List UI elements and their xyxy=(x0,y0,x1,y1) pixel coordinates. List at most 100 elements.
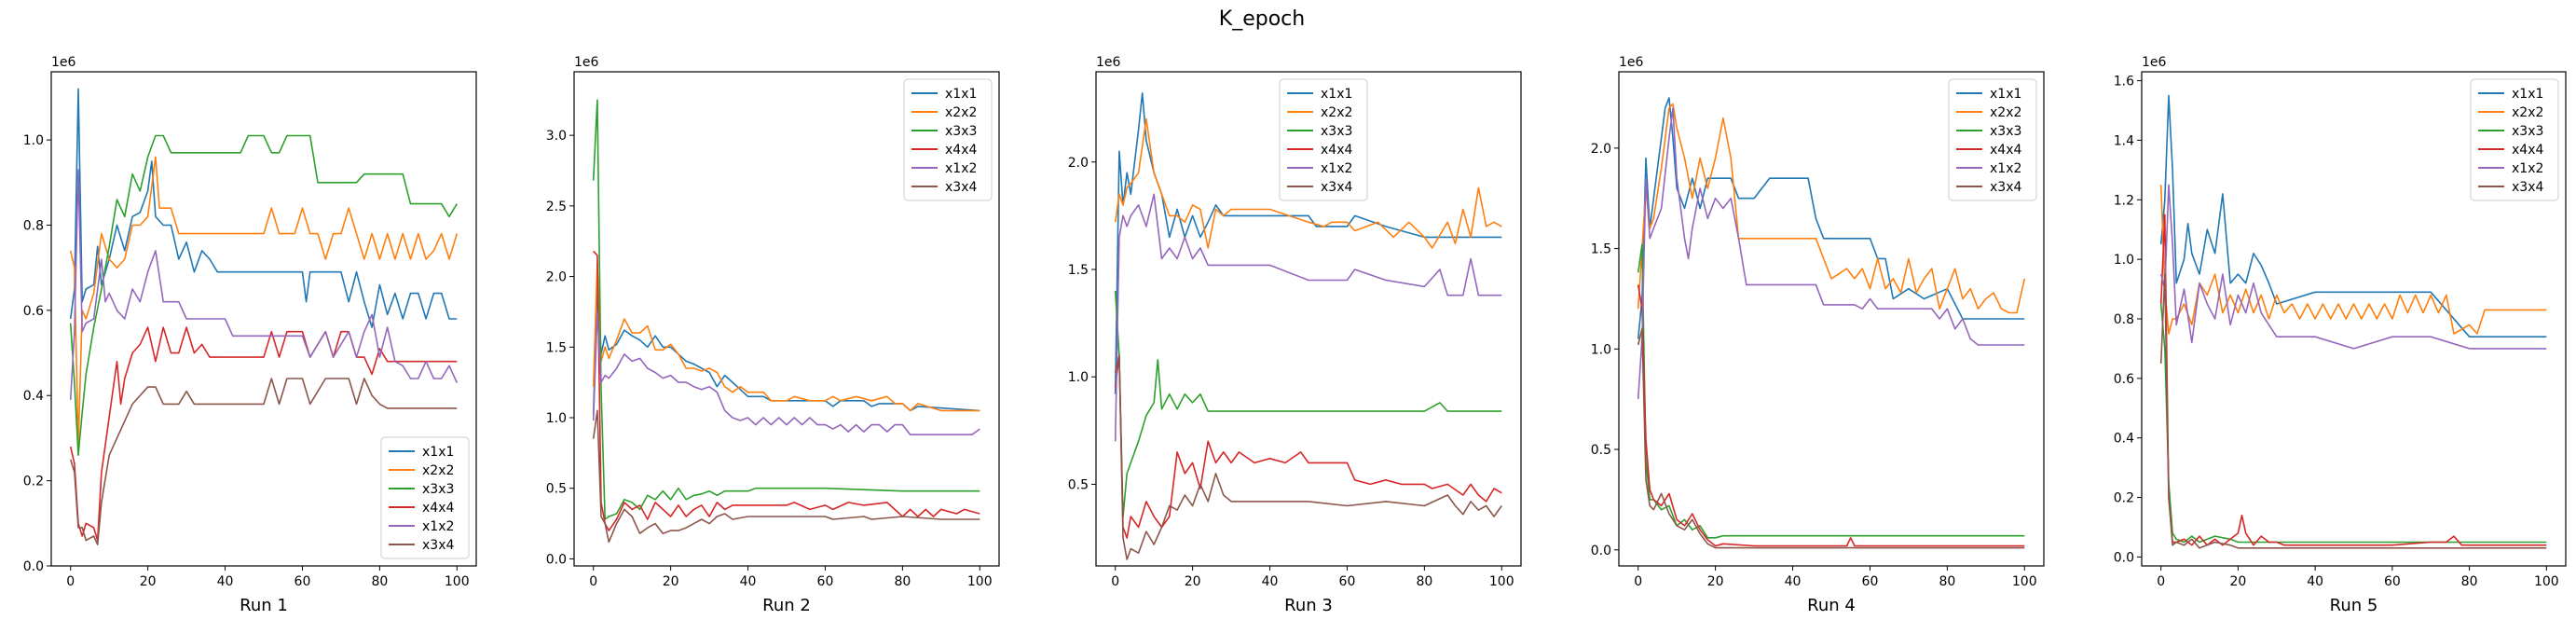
y-tick-label: 1.5 xyxy=(546,340,567,355)
series-line-x1x2 xyxy=(1114,193,1502,442)
y-tick-label: 1.0 xyxy=(546,411,567,426)
y-offset-label: 1e6 xyxy=(1096,55,1121,70)
x-tick-label: 80 xyxy=(371,574,388,589)
legend-label-x3x3: x3x3 xyxy=(422,482,454,497)
series-line-x3x3 xyxy=(69,134,458,456)
x-tick-label: 0 xyxy=(2157,574,2165,589)
series-line-x3x3 xyxy=(1637,243,2025,539)
series-group xyxy=(592,99,980,544)
legend-label-x1x2: x1x2 xyxy=(1321,161,1352,176)
y-tick-label: 0.2 xyxy=(2114,491,2134,506)
x-tick-label: 20 xyxy=(140,574,157,589)
x-tick-label: 60 xyxy=(2384,574,2401,589)
x-tick-label: 0 xyxy=(589,574,597,589)
y-tick-label: 0.4 xyxy=(23,389,44,404)
legend-label-x1x2: x1x2 xyxy=(1990,161,2021,176)
x-tick-label: 100 xyxy=(445,574,470,589)
x-tick-label: 80 xyxy=(894,574,911,589)
axes-frame xyxy=(1618,71,2045,567)
legend-label-x4x4: x4x4 xyxy=(2512,143,2543,158)
legend-label-x3x4: x3x4 xyxy=(2512,180,2543,195)
series-line-x1x2 xyxy=(69,169,459,400)
legend-label-x2x2: x2x2 xyxy=(1990,105,2021,120)
series-line-x1x1 xyxy=(2159,94,2547,338)
series-line-x1x1 xyxy=(69,88,458,328)
y-tick-label: 1.0 xyxy=(2114,253,2134,268)
legend-label-x3x4: x3x4 xyxy=(422,538,454,553)
y-tick-label: 0.5 xyxy=(1068,477,1089,492)
y-tick-label: 2.5 xyxy=(546,200,567,214)
x-tick-label: 80 xyxy=(2461,574,2478,589)
x-tick-label: 0 xyxy=(1634,574,1642,589)
legend: x1x1 x2x2 x3x3 x4x4 x1x2 x3x4 xyxy=(903,78,993,201)
legend-label-x4x4: x4x4 xyxy=(1990,143,2021,158)
subplot-2: 0 20 40 60 80 100 0.0 0.5 1.0 1.5 2.0 2.5 3.0 1e6 Run … xyxy=(546,55,1000,615)
x-axis-label: Run 4 xyxy=(1807,596,1856,615)
series-line-x2x2 xyxy=(2159,185,2547,335)
y-tick-label: 3.0 xyxy=(546,129,567,144)
axes-frame xyxy=(573,71,1000,567)
series-line-x4x4 xyxy=(593,250,980,531)
y-tick-label: 1.0 xyxy=(1591,342,1611,357)
y-tick-label: 0.4 xyxy=(2114,432,2134,447)
x-tick-label: 100 xyxy=(2012,574,2037,589)
legend-label-x1x2: x1x2 xyxy=(945,161,977,176)
axes-frame xyxy=(50,71,477,567)
subplots: 0 20 40 60 80 100 0.0 0.2 0.4 0.6 0.8 1.0 1e6 Run 1 x1… xyxy=(23,55,2567,615)
subplot-1: 0 20 40 60 80 100 0.0 0.2 0.4 0.6 0.8 1.0 1e6 Run 1 x1… xyxy=(23,55,477,615)
series-line-x2x2 xyxy=(1114,117,1502,249)
legend: x1x1 x2x2 x3x3 x4x4 x1x2 x3x4 xyxy=(2470,78,2559,201)
x-tick-label: 80 xyxy=(1939,574,1955,589)
x-axis-label: Run 5 xyxy=(2330,596,2378,615)
x-tick-label: 0 xyxy=(66,574,75,589)
legend-box xyxy=(1948,78,2037,201)
x-axis-label: Run 2 xyxy=(762,596,811,615)
legend-label-x1x2: x1x2 xyxy=(2512,161,2543,176)
series-line-x1x2 xyxy=(1637,107,2025,400)
legend-label-x1x1: x1x1 xyxy=(2512,87,2543,102)
series-line-x1x1 xyxy=(1637,97,2025,339)
x-tick-label: 40 xyxy=(217,574,234,589)
legend-label-x1x1: x1x1 xyxy=(1990,87,2021,102)
series-group xyxy=(69,88,459,545)
x-tick-label: 20 xyxy=(1707,574,1724,589)
legend-label-x2x2: x2x2 xyxy=(1321,105,1352,120)
y-tick-label: 0.6 xyxy=(23,304,44,319)
x-tick-label: 0 xyxy=(1111,574,1119,589)
y-tick-label: 0.0 xyxy=(23,559,44,574)
series-line-x3x4 xyxy=(592,409,980,544)
series-line-x2x2 xyxy=(1637,103,2026,314)
x-tick-label: 100 xyxy=(1489,574,1514,589)
y-tick-label: 0.6 xyxy=(2114,372,2134,387)
y-tick-label: 1.5 xyxy=(1591,242,1611,257)
legend-label-x3x3: x3x3 xyxy=(2512,124,2543,139)
legend-box xyxy=(903,78,993,201)
y-tick-label: 0.5 xyxy=(546,482,567,497)
series-line-x1x1 xyxy=(1114,92,1502,394)
x-tick-label: 60 xyxy=(1862,574,1879,589)
series-line-x1x2 xyxy=(2159,184,2547,350)
legend: x1x1 x2x2 x3x3 x4x4 x1x2 x3x4 xyxy=(380,436,470,559)
legend-box xyxy=(1279,78,1368,201)
y-offset-label: 1e6 xyxy=(1619,55,1644,70)
figure-title: K_epoch xyxy=(1219,7,1305,31)
x-axis-label: Run 3 xyxy=(1284,596,1333,615)
x-tick-label: 60 xyxy=(1339,574,1356,589)
series-line-x1x1 xyxy=(592,282,980,416)
series-line-x1x2 xyxy=(592,310,980,435)
y-tick-label: 0.0 xyxy=(1591,544,1611,558)
series-line-x3x4 xyxy=(1114,354,1502,560)
y-tick-label: 2.0 xyxy=(1591,142,1611,157)
x-tick-label: 20 xyxy=(663,574,679,589)
x-tick-label: 20 xyxy=(1185,574,1201,589)
y-tick-label: 1.5 xyxy=(1068,263,1089,278)
subplot-5: 0 20 40 60 80 100 0.0 0.2 0.4 0.6 0.8 1.0 1.2 1.4 1.6 1… xyxy=(2114,55,2567,615)
y-offset-label: 1e6 xyxy=(51,55,76,70)
y-tick-label: 2.0 xyxy=(546,270,567,285)
x-tick-label: 100 xyxy=(967,574,993,589)
y-offset-label: 1e6 xyxy=(574,55,599,70)
series-line-x4x4 xyxy=(2159,214,2547,546)
y-tick-label: 1.0 xyxy=(23,133,44,148)
legend: x1x1 x2x2 x3x3 x4x4 x1x2 x3x4 xyxy=(1948,78,2037,201)
